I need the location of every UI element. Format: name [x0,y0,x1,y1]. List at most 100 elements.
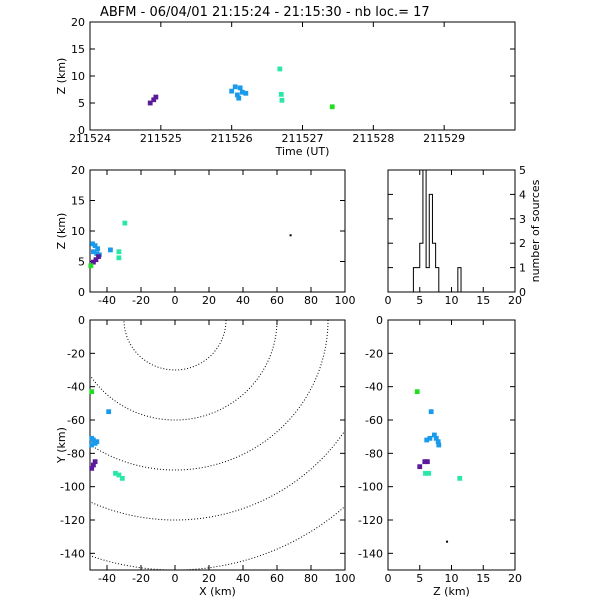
source-point [423,470,428,476]
source-point [436,442,442,448]
source-point [236,95,242,101]
source-point [232,84,238,90]
source-point [113,470,118,476]
time-height-ylabel: Z (km) [55,58,68,95]
x-height-xtick-label: -20 [132,294,150,307]
range-ring [90,320,329,471]
source-point [119,475,125,481]
source-point [116,472,122,478]
source-point [116,249,122,255]
time-height-ytick-label: 5 [78,97,85,110]
height-y-ytick-label: -100 [358,481,383,494]
histogram-bar [412,169,462,293]
page-title: ABFM - 06/04/01 21:15:24 - 21:15:30 - nb… [100,5,430,20]
height-histogram-xtick-label: 0 [385,294,392,307]
source-point [108,247,113,253]
source-point [96,254,101,260]
source-point [153,94,159,100]
time-height-ytick-label: 0 [78,124,85,137]
height-histogram-xtick-label: 20 [508,294,522,307]
time-height-ytick-label: 20 [71,16,85,29]
source-point [91,249,96,255]
plan-view-ytick-label: -120 [60,514,85,527]
source-point [422,459,428,465]
source-point [89,389,95,395]
source-point [426,470,432,476]
height-y-ytick-label: -140 [358,547,383,560]
plan-view-ytick-label: -140 [60,547,85,560]
source-point [277,66,283,72]
height-y-xtick-label: 20 [508,572,522,585]
height-histogram-ylabel: number of sources [529,179,542,282]
plan-view-xtick-label: 0 [172,572,179,585]
source-point [428,409,434,415]
x-height-xtick-label: 20 [202,294,216,307]
time-height-xtick-label: 211525 [140,132,182,145]
plan-view-xtick-label: 80 [304,572,318,585]
source-point [435,439,441,445]
plan-view-xlabel: X (km) [199,585,236,598]
source-point [229,88,235,94]
time-height-xlabel: Time (UT) [275,145,330,158]
time-height-ytick-label: 10 [71,70,85,83]
height-y-ytick-label: -120 [358,514,383,527]
x-height-ytick-label: 15 [71,195,85,208]
x-height-xtick-label: 80 [304,294,318,307]
x-height-ytick-label: 10 [71,225,85,238]
plan-view-xtick-label: -20 [132,572,150,585]
source-point [433,435,439,441]
plan-view-ytick-label: -60 [67,414,85,427]
source-point [234,92,240,98]
height-histogram-ytick-label: 4 [519,188,526,201]
source-point [431,432,437,438]
x-height-ylabel: Z (km) [55,213,68,250]
source-point [122,220,128,226]
source-point [243,90,249,96]
x-height-xtick-label: 60 [270,294,284,307]
source-point [89,465,95,471]
source-point [91,259,96,265]
source-point [417,464,423,470]
x-height-xtick-label: -40 [98,294,116,307]
height-y-ytick-label: -40 [365,381,383,394]
source-point [106,409,112,415]
height-histogram-xtick-label: 10 [445,294,459,307]
time-height-xtick-label: 211526 [211,132,253,145]
source-point [279,97,285,103]
source-point [94,439,100,445]
plan-view-xtick-label: 60 [270,572,284,585]
source-point [414,389,420,395]
source-point [92,459,98,465]
x-height-ytick-label: 0 [78,286,85,299]
source-point [329,104,335,110]
height-y-xtick-label: 15 [476,572,490,585]
x-height-xtick-label: 40 [236,294,250,307]
time-height-xtick-label: 211528 [352,132,394,145]
source-point [457,475,463,481]
source-point [446,540,449,543]
height-histogram-ytick-label: 3 [519,213,526,226]
source-point [116,255,122,261]
plan-view-ytick-label: -20 [67,347,85,360]
height-histogram-ytick-label: 2 [519,237,526,250]
height-y-ytick-label: -80 [365,447,383,460]
source-point [94,251,100,256]
source-point [278,91,284,97]
x-height-xtick-label: 100 [335,294,356,307]
height-y-xtick-label: 5 [416,572,423,585]
plan-view-ylabel: Y (km) [55,427,68,464]
source-point [95,246,101,252]
height-y-xtick-label: 0 [385,572,392,585]
source-point [239,89,245,95]
time-height-xtick-label: 211529 [423,132,465,145]
height-histogram-ytick-label: 0 [519,286,526,299]
source-point [93,257,99,263]
source-point [151,97,157,103]
source-point [89,442,95,448]
source-point [88,263,94,269]
source-point [91,462,96,468]
height-histogram-ytick-label: 1 [519,262,526,275]
source-point [91,437,96,443]
plan-view-ytick-label: 0 [78,314,85,327]
